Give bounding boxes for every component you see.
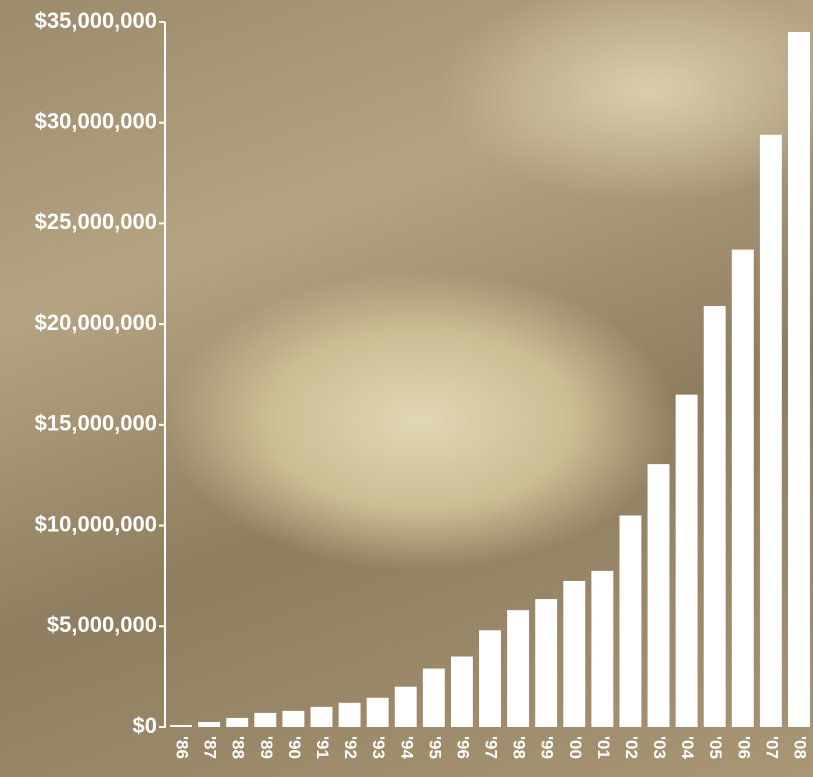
y-tick-label: $30,000,000 bbox=[35, 109, 157, 134]
y-tick-label: $25,000,000 bbox=[35, 209, 157, 234]
x-tick-label: '90 bbox=[285, 736, 304, 759]
y-tick-label: $15,000,000 bbox=[35, 411, 157, 436]
bar bbox=[338, 702, 361, 727]
bar bbox=[198, 721, 221, 727]
x-tick-label: '92 bbox=[341, 736, 360, 759]
bar bbox=[170, 724, 192, 727]
x-tick-label: '06 bbox=[734, 736, 753, 759]
y-tick-label: $20,000,000 bbox=[35, 310, 157, 335]
bar bbox=[647, 464, 670, 727]
bar bbox=[282, 710, 305, 727]
bar bbox=[759, 134, 782, 728]
bar bbox=[366, 697, 389, 727]
x-tick-label: '07 bbox=[762, 736, 781, 759]
y-tick-label: $0 bbox=[133, 713, 157, 738]
x-tick-label: '01 bbox=[594, 736, 613, 759]
bar bbox=[479, 630, 501, 727]
bar bbox=[394, 686, 417, 727]
bar bbox=[675, 394, 698, 727]
bar bbox=[254, 712, 277, 727]
x-tick-label: '87 bbox=[201, 736, 220, 759]
x-tick-label: '96 bbox=[453, 736, 472, 759]
x-tick-label: '93 bbox=[369, 736, 388, 759]
bar bbox=[563, 580, 586, 727]
bar bbox=[788, 32, 810, 728]
x-tick-label: '03 bbox=[650, 736, 669, 759]
x-tick-label: '99 bbox=[538, 736, 557, 759]
x-tick-label: '88 bbox=[229, 736, 248, 759]
x-tick-label: '98 bbox=[510, 736, 529, 759]
x-tick-label: '89 bbox=[257, 736, 276, 759]
bar bbox=[422, 668, 445, 727]
x-tick-label: '02 bbox=[622, 736, 641, 759]
x-tick-label: '05 bbox=[706, 736, 725, 759]
bar bbox=[591, 570, 614, 727]
y-tick-label: $5,000,000 bbox=[47, 612, 157, 637]
x-tick-label: '08 bbox=[790, 736, 809, 759]
x-tick-label: '04 bbox=[678, 736, 697, 759]
x-tick-label: '91 bbox=[313, 736, 332, 759]
bar bbox=[507, 610, 530, 727]
bar bbox=[703, 306, 726, 727]
bar bbox=[535, 599, 558, 727]
bar bbox=[226, 717, 249, 727]
bar bbox=[619, 515, 642, 727]
bar bbox=[310, 706, 333, 727]
y-tick-label: $10,000,000 bbox=[35, 511, 157, 536]
x-tick-label: '97 bbox=[482, 736, 501, 759]
y-tick-label: $35,000,000 bbox=[35, 8, 157, 33]
x-tick-label: '00 bbox=[566, 736, 585, 759]
x-tick-label: '95 bbox=[425, 736, 444, 759]
x-tick-label: '94 bbox=[397, 736, 416, 759]
bar bbox=[450, 656, 473, 727]
x-tick-label: '86 bbox=[173, 736, 192, 759]
bar bbox=[731, 249, 754, 727]
